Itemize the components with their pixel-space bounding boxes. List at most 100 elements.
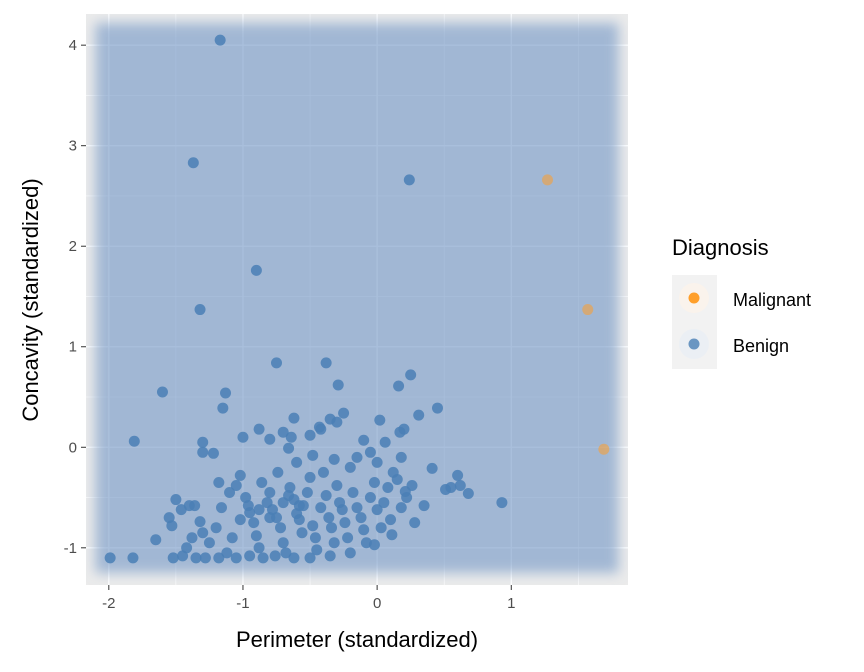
point-benign [150, 534, 162, 546]
point-benign [166, 520, 178, 532]
point-benign [324, 413, 336, 425]
point-benign [217, 402, 229, 414]
point-benign [213, 552, 225, 564]
axis-ticks: -2 -1 0 1 -1 0 1 2 3 4 [64, 37, 516, 612]
benign-region [95, 23, 619, 573]
point-benign [220, 387, 232, 399]
point-benign [336, 504, 348, 516]
point-benign [332, 379, 344, 391]
point-benign [187, 157, 199, 169]
point-benign [283, 442, 295, 454]
point-benign [324, 550, 336, 562]
y-tick-label: 2 [69, 238, 77, 255]
x-tick-label: -2 [102, 595, 115, 612]
point-benign [385, 514, 397, 526]
point-benign [269, 550, 281, 562]
point-benign [244, 550, 256, 562]
point-benign [368, 476, 380, 488]
point-benign [387, 466, 399, 478]
point-benign [331, 479, 343, 491]
point-benign [358, 434, 370, 446]
point-benign [214, 34, 226, 46]
point-benign [394, 426, 406, 438]
point-benign [351, 451, 363, 463]
point-benign [320, 357, 332, 369]
legend-label-malignant: Malignant [733, 290, 811, 310]
point-benign [253, 423, 265, 435]
point-benign [197, 446, 209, 458]
point-benign [413, 409, 425, 421]
point-benign [326, 522, 338, 534]
point-benign [221, 547, 233, 559]
point-benign [194, 304, 206, 316]
point-malignant [542, 174, 554, 186]
point-benign [351, 502, 363, 514]
y-tick-label: 1 [69, 339, 77, 356]
y-tick-label: 0 [69, 439, 77, 456]
point-benign [395, 502, 407, 514]
point-benign [328, 537, 340, 549]
point-benign [382, 481, 394, 493]
legend-dot-benign [688, 338, 700, 350]
point-benign [271, 357, 283, 369]
point-benign [280, 547, 292, 559]
point-benign [264, 433, 276, 445]
point-benign [207, 447, 219, 459]
point-benign [364, 446, 376, 458]
point-benign [313, 421, 325, 433]
point-benign [462, 488, 474, 500]
point-benign [275, 522, 287, 534]
point-benign [426, 462, 438, 474]
point-benign [364, 492, 376, 504]
point-benign [344, 461, 356, 473]
point-benign [293, 514, 305, 526]
point-benign [224, 487, 236, 499]
point-benign [371, 504, 383, 516]
point-benign [355, 512, 367, 524]
point-benign [409, 517, 421, 529]
point-benign [199, 552, 211, 564]
point-benign [405, 369, 417, 381]
x-tick-label: -1 [236, 595, 249, 612]
legend-item-benign: Benign [679, 329, 789, 359]
point-benign [301, 487, 313, 499]
point-benign [189, 500, 201, 512]
point-benign [375, 522, 387, 534]
point-benign [203, 537, 215, 549]
point-benign [379, 436, 391, 448]
point-benign [374, 414, 386, 426]
point-benign [358, 524, 370, 536]
point-benign [304, 552, 316, 564]
point-benign [403, 174, 415, 186]
point-benign [285, 431, 297, 443]
legend-dot-malignant [688, 292, 700, 304]
point-benign [291, 456, 303, 468]
point-benign [216, 502, 227, 514]
x-tick-label: 1 [507, 595, 515, 612]
point-benign [371, 456, 383, 468]
point-benign [156, 386, 168, 398]
point-benign [401, 492, 413, 504]
point-benign [127, 552, 139, 564]
y-axis-title: Concavity (standardized) [18, 178, 43, 421]
point-benign [431, 402, 443, 414]
point-benign [288, 412, 300, 424]
legend-title: Diagnosis [672, 235, 769, 260]
point-malignant [582, 304, 594, 316]
point-benign [311, 544, 323, 556]
point-benign [197, 436, 209, 448]
point-benign [315, 502, 327, 514]
point-benign [452, 469, 464, 481]
point-benign [190, 552, 202, 564]
point-benign [197, 527, 209, 539]
point-benign [272, 466, 284, 478]
point-benign [230, 552, 242, 564]
y-tick-label: 4 [69, 37, 77, 54]
x-tick-label: 0 [373, 595, 381, 612]
point-benign [496, 497, 508, 509]
point-benign [307, 520, 319, 532]
point-benign [296, 527, 308, 539]
point-benign [210, 522, 222, 534]
point-benign [234, 469, 246, 481]
